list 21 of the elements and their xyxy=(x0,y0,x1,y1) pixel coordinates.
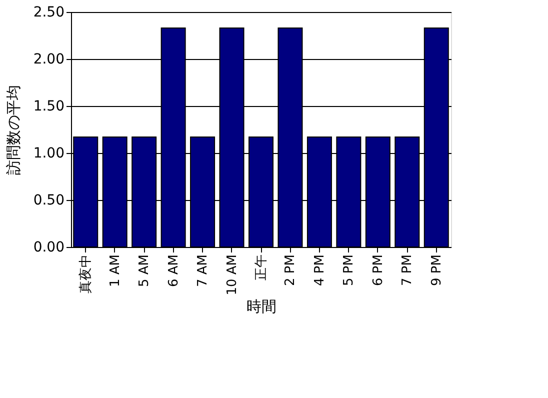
x-tick-label: 9 PM xyxy=(429,254,444,286)
x-tick-label: 2 PM xyxy=(283,254,298,286)
y-tick-label: 0.00 xyxy=(33,240,64,256)
x-axis-title: 時間 xyxy=(246,297,276,316)
x-tick-label: 6 AM xyxy=(166,254,182,288)
x-tick-label: 4 PM xyxy=(312,254,328,286)
x-tick-label: 10 AM xyxy=(224,254,240,296)
x-tick-label: 真夜中 xyxy=(78,254,94,294)
x-tick-label: 5 AM xyxy=(137,254,152,288)
x-tick-label: 7 PM xyxy=(400,254,416,286)
x-tick-label: 正午 xyxy=(254,254,269,280)
y-tick-label: 2.50 xyxy=(33,4,64,20)
x-tick-label: 1 AM xyxy=(108,254,123,288)
x-tick-label: 5 PM xyxy=(342,254,357,286)
y-tick-label: 1.50 xyxy=(33,98,64,114)
y-tick-label: 2.00 xyxy=(33,52,64,68)
y-tick-label: 0.50 xyxy=(33,192,64,208)
y-axis-title: 訪問数の平均 xyxy=(4,85,22,175)
x-tick-label: 6 PM xyxy=(370,254,386,286)
x-tick-label: 7 AM xyxy=(196,254,211,288)
y-tick-label: 1.00 xyxy=(33,146,64,162)
